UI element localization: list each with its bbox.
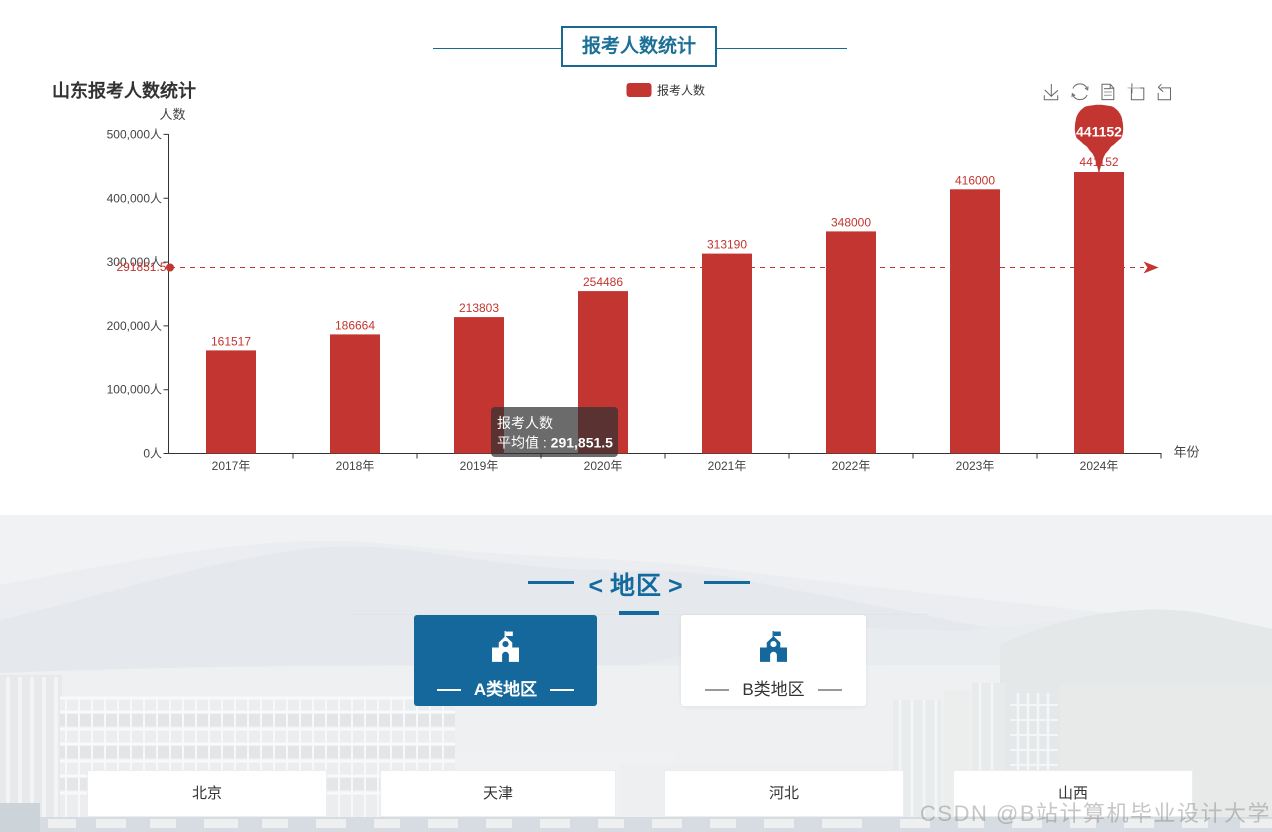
svg-text:200,000人: 200,000人 <box>107 319 162 333</box>
svg-text:0人: 0人 <box>143 447 162 461</box>
svg-text:416000: 416000 <box>955 173 995 187</box>
svg-text:2023年: 2023年 <box>956 459 995 473</box>
svg-text:2024年: 2024年 <box>1080 459 1119 473</box>
svg-text:平均值 : 291,851.5: 平均值 : 291,851.5 <box>497 435 613 451</box>
svg-text:年份: 年份 <box>1174 445 1200 460</box>
svg-text:2020年: 2020年 <box>584 459 623 473</box>
svg-text:报考人数: 报考人数 <box>497 415 553 431</box>
svg-text:2022年: 2022年 <box>832 459 871 473</box>
svg-text:2019年: 2019年 <box>460 459 499 473</box>
svg-text:300,000人: 300,000人 <box>107 255 162 269</box>
svg-text:348000: 348000 <box>831 215 871 229</box>
svg-text:441152: 441152 <box>1076 124 1122 140</box>
svg-text:291851.5: 291851.5 <box>116 260 166 274</box>
svg-text:254486: 254486 <box>583 275 623 289</box>
svg-text:人数: 人数 <box>159 107 185 122</box>
svg-text:186664: 186664 <box>335 318 375 332</box>
svg-text:213803: 213803 <box>459 301 499 315</box>
svg-text:100,000人: 100,000人 <box>107 383 162 397</box>
svg-text:报考人数: 报考人数 <box>657 83 705 98</box>
svg-text:161517: 161517 <box>211 334 251 348</box>
svg-text:400,000人: 400,000人 <box>107 191 162 205</box>
svg-text:500,000人: 500,000人 <box>107 127 162 141</box>
svg-text:2017年: 2017年 <box>212 459 251 473</box>
svg-text:313190: 313190 <box>707 238 747 252</box>
svg-text:2018年: 2018年 <box>336 459 375 473</box>
svg-text:2021年: 2021年 <box>708 459 747 473</box>
